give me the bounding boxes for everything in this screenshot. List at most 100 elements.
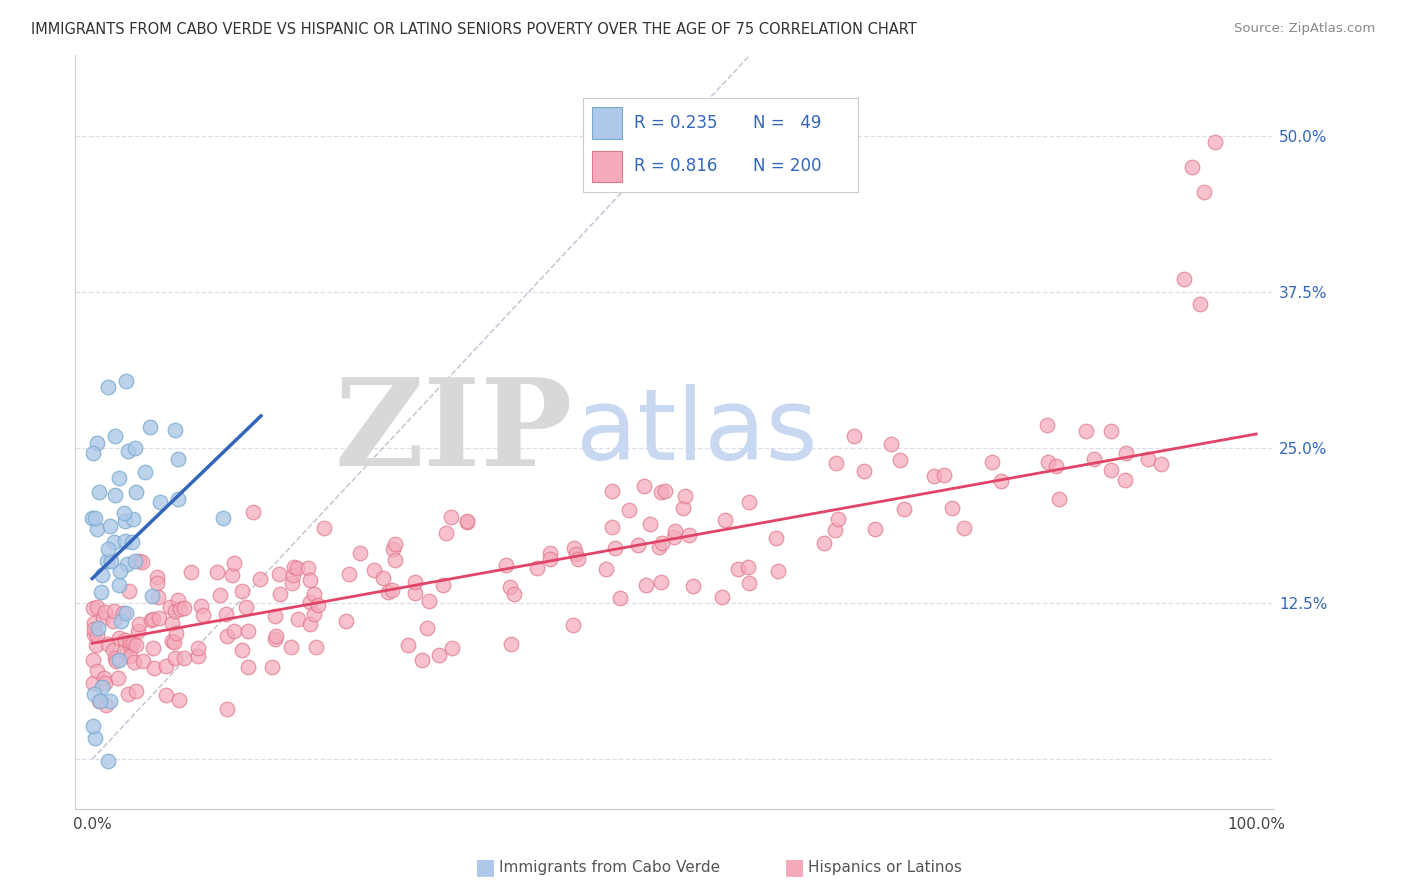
Text: Hispanics or Latinos: Hispanics or Latinos bbox=[808, 860, 962, 874]
Point bbox=[100, 554, 122, 568]
Point bbox=[384, 537, 406, 551]
Point bbox=[83, 627, 105, 641]
Point bbox=[863, 522, 886, 536]
Point bbox=[118, 634, 141, 648]
Point bbox=[298, 617, 321, 632]
Point bbox=[83, 510, 105, 524]
Point bbox=[98, 694, 121, 708]
Point bbox=[93, 671, 115, 685]
Point bbox=[1181, 161, 1204, 175]
Point bbox=[118, 648, 141, 663]
Point bbox=[122, 636, 145, 650]
Point bbox=[648, 540, 671, 554]
Bar bbox=[592, 108, 621, 139]
Point bbox=[107, 671, 129, 685]
Point bbox=[89, 694, 111, 708]
Point bbox=[122, 512, 145, 526]
Point bbox=[212, 511, 235, 525]
Point bbox=[710, 591, 733, 605]
Point bbox=[87, 621, 110, 635]
Point bbox=[335, 614, 357, 628]
Point bbox=[990, 474, 1012, 488]
Point bbox=[142, 612, 165, 626]
Point bbox=[146, 575, 169, 590]
Point bbox=[371, 572, 394, 586]
Point bbox=[125, 638, 148, 652]
Point bbox=[636, 578, 658, 592]
Point bbox=[124, 441, 146, 455]
Point bbox=[561, 618, 583, 632]
Point bbox=[132, 654, 155, 668]
Point bbox=[111, 606, 134, 620]
Point bbox=[235, 600, 257, 615]
Point bbox=[654, 484, 676, 499]
Point bbox=[853, 464, 876, 478]
Point bbox=[131, 555, 153, 569]
Point bbox=[922, 468, 945, 483]
Point bbox=[538, 546, 561, 560]
Point bbox=[97, 380, 120, 394]
Point bbox=[1083, 452, 1105, 467]
Point bbox=[299, 574, 322, 588]
Point bbox=[142, 661, 165, 675]
Point bbox=[285, 560, 308, 574]
Point bbox=[187, 640, 209, 655]
Point bbox=[312, 521, 335, 535]
Point bbox=[495, 558, 517, 573]
Point bbox=[349, 546, 371, 560]
Point bbox=[96, 554, 118, 568]
Point bbox=[714, 513, 737, 527]
Point bbox=[1173, 272, 1195, 286]
Point bbox=[91, 568, 114, 582]
Point bbox=[86, 599, 108, 614]
Point bbox=[139, 420, 162, 434]
Point bbox=[567, 552, 589, 566]
Point bbox=[287, 612, 309, 626]
Point bbox=[1189, 297, 1212, 311]
Point bbox=[114, 374, 136, 388]
Point bbox=[217, 702, 239, 716]
Point bbox=[932, 468, 955, 483]
Point bbox=[595, 562, 617, 576]
Point bbox=[281, 576, 304, 591]
Point bbox=[1036, 455, 1059, 469]
Point bbox=[263, 608, 285, 623]
Point bbox=[416, 621, 439, 635]
Point bbox=[128, 553, 150, 567]
Point bbox=[499, 637, 522, 651]
Point bbox=[149, 494, 172, 508]
Point bbox=[889, 452, 911, 467]
Point bbox=[108, 652, 131, 666]
Point bbox=[824, 523, 846, 537]
Point bbox=[249, 572, 271, 586]
Point bbox=[617, 503, 640, 517]
Point bbox=[162, 634, 184, 648]
Point bbox=[307, 598, 329, 612]
Point bbox=[94, 698, 117, 712]
Point bbox=[941, 500, 963, 515]
Point bbox=[101, 614, 124, 628]
Point bbox=[86, 628, 108, 642]
Point bbox=[159, 599, 181, 614]
Point bbox=[672, 500, 695, 515]
Bar bbox=[592, 151, 621, 183]
Point bbox=[166, 492, 188, 507]
Point bbox=[678, 527, 700, 541]
Point bbox=[94, 605, 117, 619]
Point bbox=[880, 437, 903, 451]
Point bbox=[269, 586, 291, 600]
Point bbox=[146, 590, 169, 604]
Point bbox=[146, 570, 169, 584]
Point bbox=[139, 613, 162, 627]
Point bbox=[83, 623, 105, 637]
Point bbox=[503, 587, 526, 601]
Point bbox=[89, 694, 111, 708]
Point bbox=[108, 564, 131, 578]
Point bbox=[173, 651, 195, 665]
Point bbox=[118, 584, 141, 599]
Point bbox=[222, 624, 245, 638]
Point bbox=[418, 594, 440, 608]
Point bbox=[93, 610, 115, 624]
Point bbox=[155, 689, 177, 703]
Point bbox=[1150, 457, 1173, 471]
